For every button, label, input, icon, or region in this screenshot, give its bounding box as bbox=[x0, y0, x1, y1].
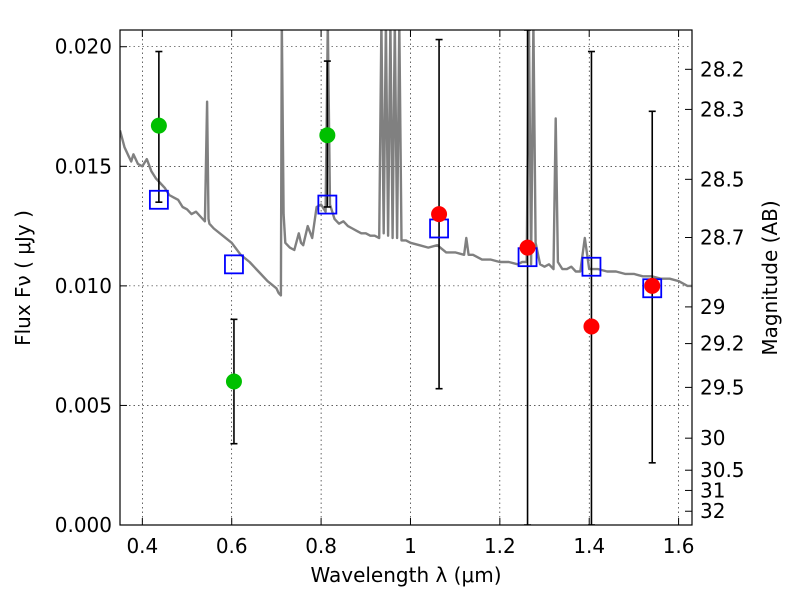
x-axis: 0.4 0.6 0.8 1 1.2 1.4 1.6 bbox=[126, 30, 695, 558]
x-tick-label: 0.4 bbox=[126, 534, 158, 558]
x-tick-label: 0.8 bbox=[305, 534, 337, 558]
grid bbox=[120, 30, 692, 526]
model-flux-square bbox=[148, 189, 169, 210]
y-tick-label: 0.020 bbox=[55, 35, 112, 59]
x-tick-label: 1.6 bbox=[663, 534, 695, 558]
x-tick-label: 1.2 bbox=[484, 534, 516, 558]
observed-point bbox=[150, 117, 167, 134]
y-tick-label: 0.015 bbox=[55, 154, 112, 178]
model-flux-square bbox=[581, 256, 602, 277]
observed-point bbox=[583, 318, 600, 335]
mag-tick-label: 30 bbox=[700, 426, 725, 450]
mag-tick-label: 28.5 bbox=[700, 167, 745, 191]
mag-tick-label: 29.2 bbox=[700, 332, 745, 356]
model-flux-square bbox=[224, 254, 244, 275]
y-axis-left: 0.000 0.005 0.010 0.015 0.020 bbox=[55, 35, 127, 537]
x-tick-label: 1.4 bbox=[573, 534, 605, 558]
mag-tick-label: 28.3 bbox=[700, 97, 745, 121]
observed-point bbox=[644, 277, 661, 294]
y-tick-label: 0.000 bbox=[55, 513, 112, 537]
mag-tick-label: 29 bbox=[700, 295, 725, 319]
model-flux-square bbox=[317, 194, 338, 215]
plot-background bbox=[120, 30, 692, 525]
spectrum-line bbox=[120, 30, 692, 297]
observed-point bbox=[225, 373, 242, 390]
mag-tick-label: 28.7 bbox=[700, 225, 745, 249]
x-tick-label: 1 bbox=[404, 534, 417, 558]
mag-tick-label: 30.5 bbox=[700, 458, 745, 482]
observed-point bbox=[519, 239, 536, 256]
observed-point bbox=[431, 206, 448, 223]
observed-point bbox=[319, 127, 336, 144]
y-axis-title: Flux Fν ( μJy ) bbox=[11, 210, 35, 346]
mag-tick-label: 28.2 bbox=[700, 57, 745, 81]
mag-tick-label: 29.5 bbox=[700, 375, 745, 399]
mag-tick-label: 31 bbox=[700, 478, 725, 502]
y-tick-label: 0.010 bbox=[55, 274, 112, 298]
x-tick-label: 0.6 bbox=[216, 534, 248, 558]
plot-frame bbox=[119, 29, 693, 526]
y-axis-right-title: Magnitude (AB) bbox=[758, 200, 782, 355]
mag-tick-label: 32 bbox=[700, 499, 725, 523]
y-tick-label: 0.005 bbox=[55, 393, 112, 417]
observed-points bbox=[150, 117, 661, 390]
plot-content bbox=[120, 30, 692, 525]
x-axis-title: Wavelength λ (μm) bbox=[310, 563, 501, 587]
